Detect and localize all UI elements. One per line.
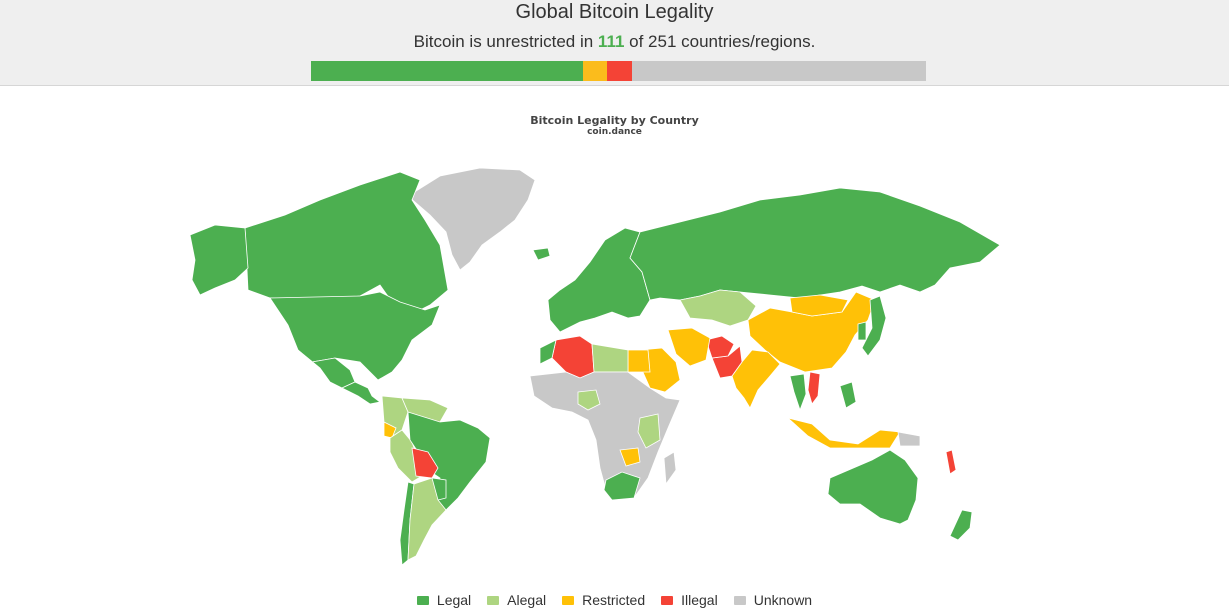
legend-item-illegal[interactable]: Illegal (661, 592, 718, 608)
map-region-iceland[interactable]: Iceland: Legal (532, 247, 551, 261)
map-region-vanuatu[interactable]: Vanuatu: Illegal (945, 449, 957, 475)
summary-suffix: of 251 countries/regions. (624, 32, 816, 51)
map-region-alaska[interactable]: Alaska: Legal (189, 224, 249, 296)
map-region-japan[interactable]: Japan: Legal (861, 295, 887, 357)
map-region-zambia[interactable]: Zambia: Restricted (619, 447, 641, 467)
summary-header: Global Bitcoin Legality Bitcoin is unres… (0, 0, 1229, 86)
map-region-egypt[interactable]: Egypt: Restricted (627, 349, 651, 373)
map-region-papua-new-guinea[interactable]: Papua New Guinea: Unknown (897, 431, 921, 447)
chart-title: Bitcoin Legality by Country (530, 114, 699, 127)
chart-subtitle: coin.dance (587, 127, 642, 137)
map-region-nigeria[interactable]: Nigeria: Alegal (577, 389, 601, 411)
bar-segment-unknown (631, 61, 926, 81)
legend-item-alegal[interactable]: Alegal (487, 592, 546, 608)
summary-text: Bitcoin is unrestricted in 111 of 251 co… (0, 32, 1229, 52)
bar-segment-restricted (582, 61, 608, 81)
page-title: Global Bitcoin Legality (515, 1, 714, 23)
map-region-madagascar[interactable]: Madagascar: Unknown (663, 451, 677, 486)
map-region-kenya[interactable]: Kenya: Alegal (637, 413, 661, 449)
bar-segment-legal (311, 61, 583, 81)
map-region-argentina[interactable]: Argentina: Alegal (407, 477, 447, 561)
legend-label: Illegal (681, 592, 718, 608)
legend-item-unknown[interactable]: Unknown (733, 592, 813, 608)
map-region-mongolia[interactable]: Mongolia: Restricted (789, 294, 849, 317)
map-region-korea[interactable]: Korea: Legal (857, 321, 867, 341)
legend-swatch (733, 595, 746, 605)
legend-label: Alegal (507, 592, 547, 608)
map-region-south-africa[interactable]: South Africa: Legal (603, 471, 641, 501)
map-region-morocco[interactable]: Morocco: Legal (539, 339, 557, 365)
legend-swatch (487, 595, 500, 605)
map-region-india[interactable]: India: Restricted (731, 349, 781, 409)
map-region-libya[interactable]: Libya: Alegal (591, 343, 629, 373)
legality-progress-bar (311, 61, 926, 81)
map-region-iran[interactable]: Iran: Restricted (667, 327, 711, 367)
map-region-new-zealand[interactable]: New Zealand: Legal (949, 509, 973, 541)
map-legend: Legal Alegal Restricted Illegal Unknown (0, 592, 1229, 608)
map-region-central-america[interactable]: Central America: Legal (341, 381, 381, 405)
map-region-algeria[interactable]: Algeria: Illegal (551, 335, 595, 379)
unrestricted-count: 111 (597, 32, 625, 51)
legend-swatch (562, 595, 575, 605)
legend-swatch (416, 595, 429, 605)
map-region-indonesia[interactable]: Indonesia: Restricted (787, 417, 901, 449)
map-region-afghanistan[interactable]: Afghanistan: Illegal (705, 335, 735, 359)
map-region-philippines[interactable]: Philippines: Legal (839, 381, 857, 409)
map-region-russia[interactable]: Russia: Legal (629, 187, 1001, 301)
legend-label: Restricted (582, 592, 646, 608)
map-region-vietnam[interactable]: Vietnam: Illegal (807, 371, 821, 405)
map-region-saudi-arabia[interactable]: Saudi Arabia: Restricted (639, 347, 681, 393)
map-region-africa-other[interactable]: Africa (other): Unknown (529, 371, 681, 501)
legend-item-restricted[interactable]: Restricted (562, 592, 645, 608)
legend-swatch (661, 595, 674, 605)
summary-prefix: Bitcoin is unrestricted in (413, 32, 598, 51)
map-region-kazakhstan[interactable]: Kazakhstan: Alegal (679, 289, 757, 327)
legend-item-legal[interactable]: Legal (416, 592, 472, 608)
map-region-bolivia[interactable]: Bolivia: Illegal (411, 447, 439, 479)
bar-segment-illegal (607, 61, 632, 81)
map-region-australia[interactable]: Australia: Legal (827, 449, 919, 525)
map-region-thailand[interactable]: Thailand: Legal (789, 373, 807, 412)
map-region-greenland[interactable]: Greenland: Unknown (407, 167, 536, 271)
map-region-europe[interactable]: Europe: Legal (547, 227, 651, 333)
legend-label: Unknown (753, 592, 813, 608)
legend-label: Legal (436, 592, 472, 608)
